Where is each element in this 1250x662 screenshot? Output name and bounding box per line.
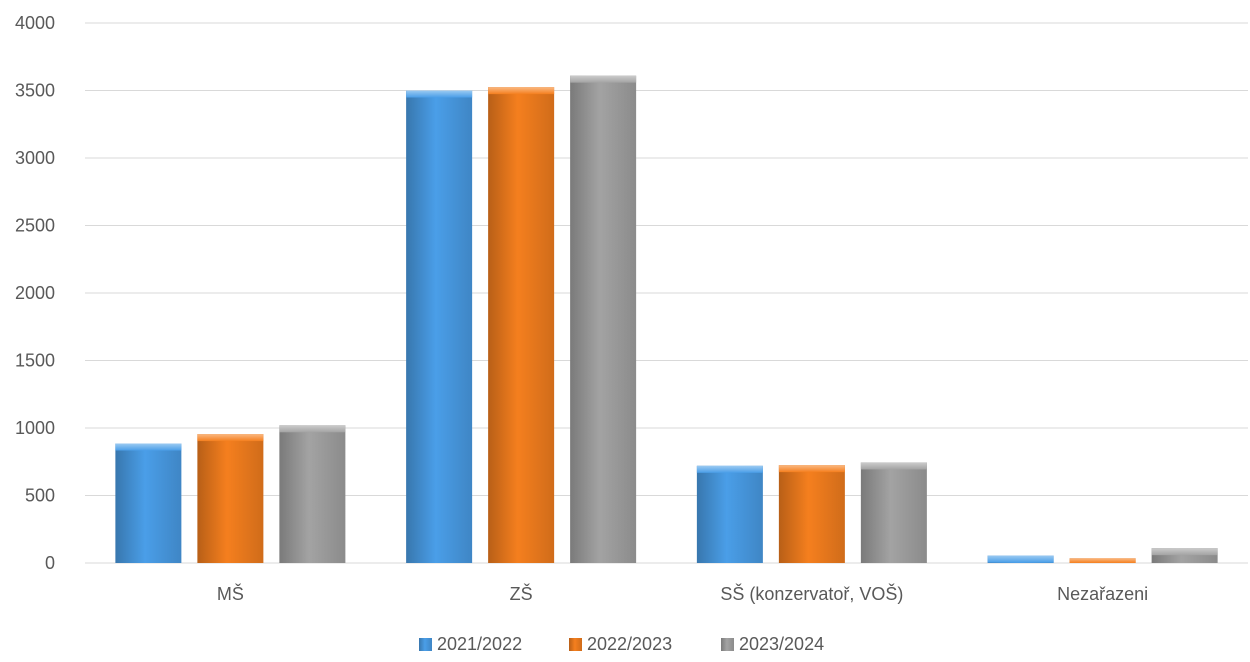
bar: [860, 462, 927, 563]
bar-body: [279, 425, 346, 563]
x-category-label: SŠ (konzervatoř, VOŠ): [720, 583, 903, 604]
bar-body: [197, 434, 264, 563]
bar-body: [406, 90, 473, 563]
bar: [570, 75, 637, 564]
bar: [115, 443, 182, 563]
gridlines: [85, 22, 1248, 564]
bar-body: [696, 465, 763, 563]
bar-bevel: [860, 462, 927, 470]
y-tick-label: 2000: [15, 283, 55, 303]
bar-bevel: [1151, 548, 1218, 556]
bar-bevel: [1069, 558, 1136, 563]
y-tick-label: 2500: [15, 216, 55, 236]
bar: [488, 87, 555, 563]
legend-swatch: [419, 638, 432, 651]
x-category-label: Nezařazeni: [1057, 584, 1148, 604]
legend-item: 2023/2024: [721, 634, 824, 654]
bar: [406, 90, 473, 563]
x-category-label: MŠ: [217, 583, 244, 604]
bar: [1069, 558, 1136, 563]
bar-bevel: [115, 443, 182, 451]
bar: [279, 425, 346, 563]
bar: [1151, 548, 1218, 563]
bar-bevel: [696, 465, 763, 473]
legend-item: 2022/2023: [569, 634, 672, 654]
legend-swatch: [569, 638, 582, 651]
bar-bevel: [406, 90, 473, 98]
y-tick-label: 1000: [15, 418, 55, 438]
x-axis-category-labels: MŠ ZŠ SŠ (konzervatoř, VOŠ) Nezařazeni: [217, 583, 1148, 604]
legend-label: 2023/2024: [739, 634, 824, 654]
bar: [197, 434, 264, 563]
y-tick-label: 3000: [15, 148, 55, 168]
bar-bevel: [488, 87, 555, 95]
legend-item: 2021/2022: [419, 634, 522, 654]
bar-body: [860, 462, 927, 563]
x-category-label: ZŠ: [510, 583, 533, 604]
bar-bevel: [987, 555, 1054, 563]
legend-swatch: [721, 638, 734, 651]
y-tick-label: 500: [25, 486, 55, 506]
bar-body: [115, 443, 182, 563]
y-tick-label: 4000: [15, 13, 55, 33]
bar-bevel: [570, 75, 637, 83]
bar-bevel: [197, 434, 264, 442]
legend-label: 2022/2023: [587, 634, 672, 654]
bar-body: [570, 75, 637, 564]
legend-label: 2021/2022: [437, 634, 522, 654]
bar-bevel: [778, 465, 845, 473]
y-tick-label: 0: [45, 553, 55, 573]
bars: [115, 75, 1218, 564]
bar-body: [778, 465, 845, 563]
bar-body: [488, 87, 555, 563]
bar: [987, 555, 1054, 563]
y-tick-label: 3500: [15, 81, 55, 101]
y-tick-label: 1500: [15, 351, 55, 371]
bar: [778, 465, 845, 563]
legend: 2021/2022 2022/2023 2023/2024: [419, 634, 824, 654]
bar-bevel: [279, 425, 346, 433]
y-axis-tick-labels: 0 500 1000 1500 2000 2500 3000 3500 4000: [15, 13, 55, 573]
bar: [696, 465, 763, 563]
